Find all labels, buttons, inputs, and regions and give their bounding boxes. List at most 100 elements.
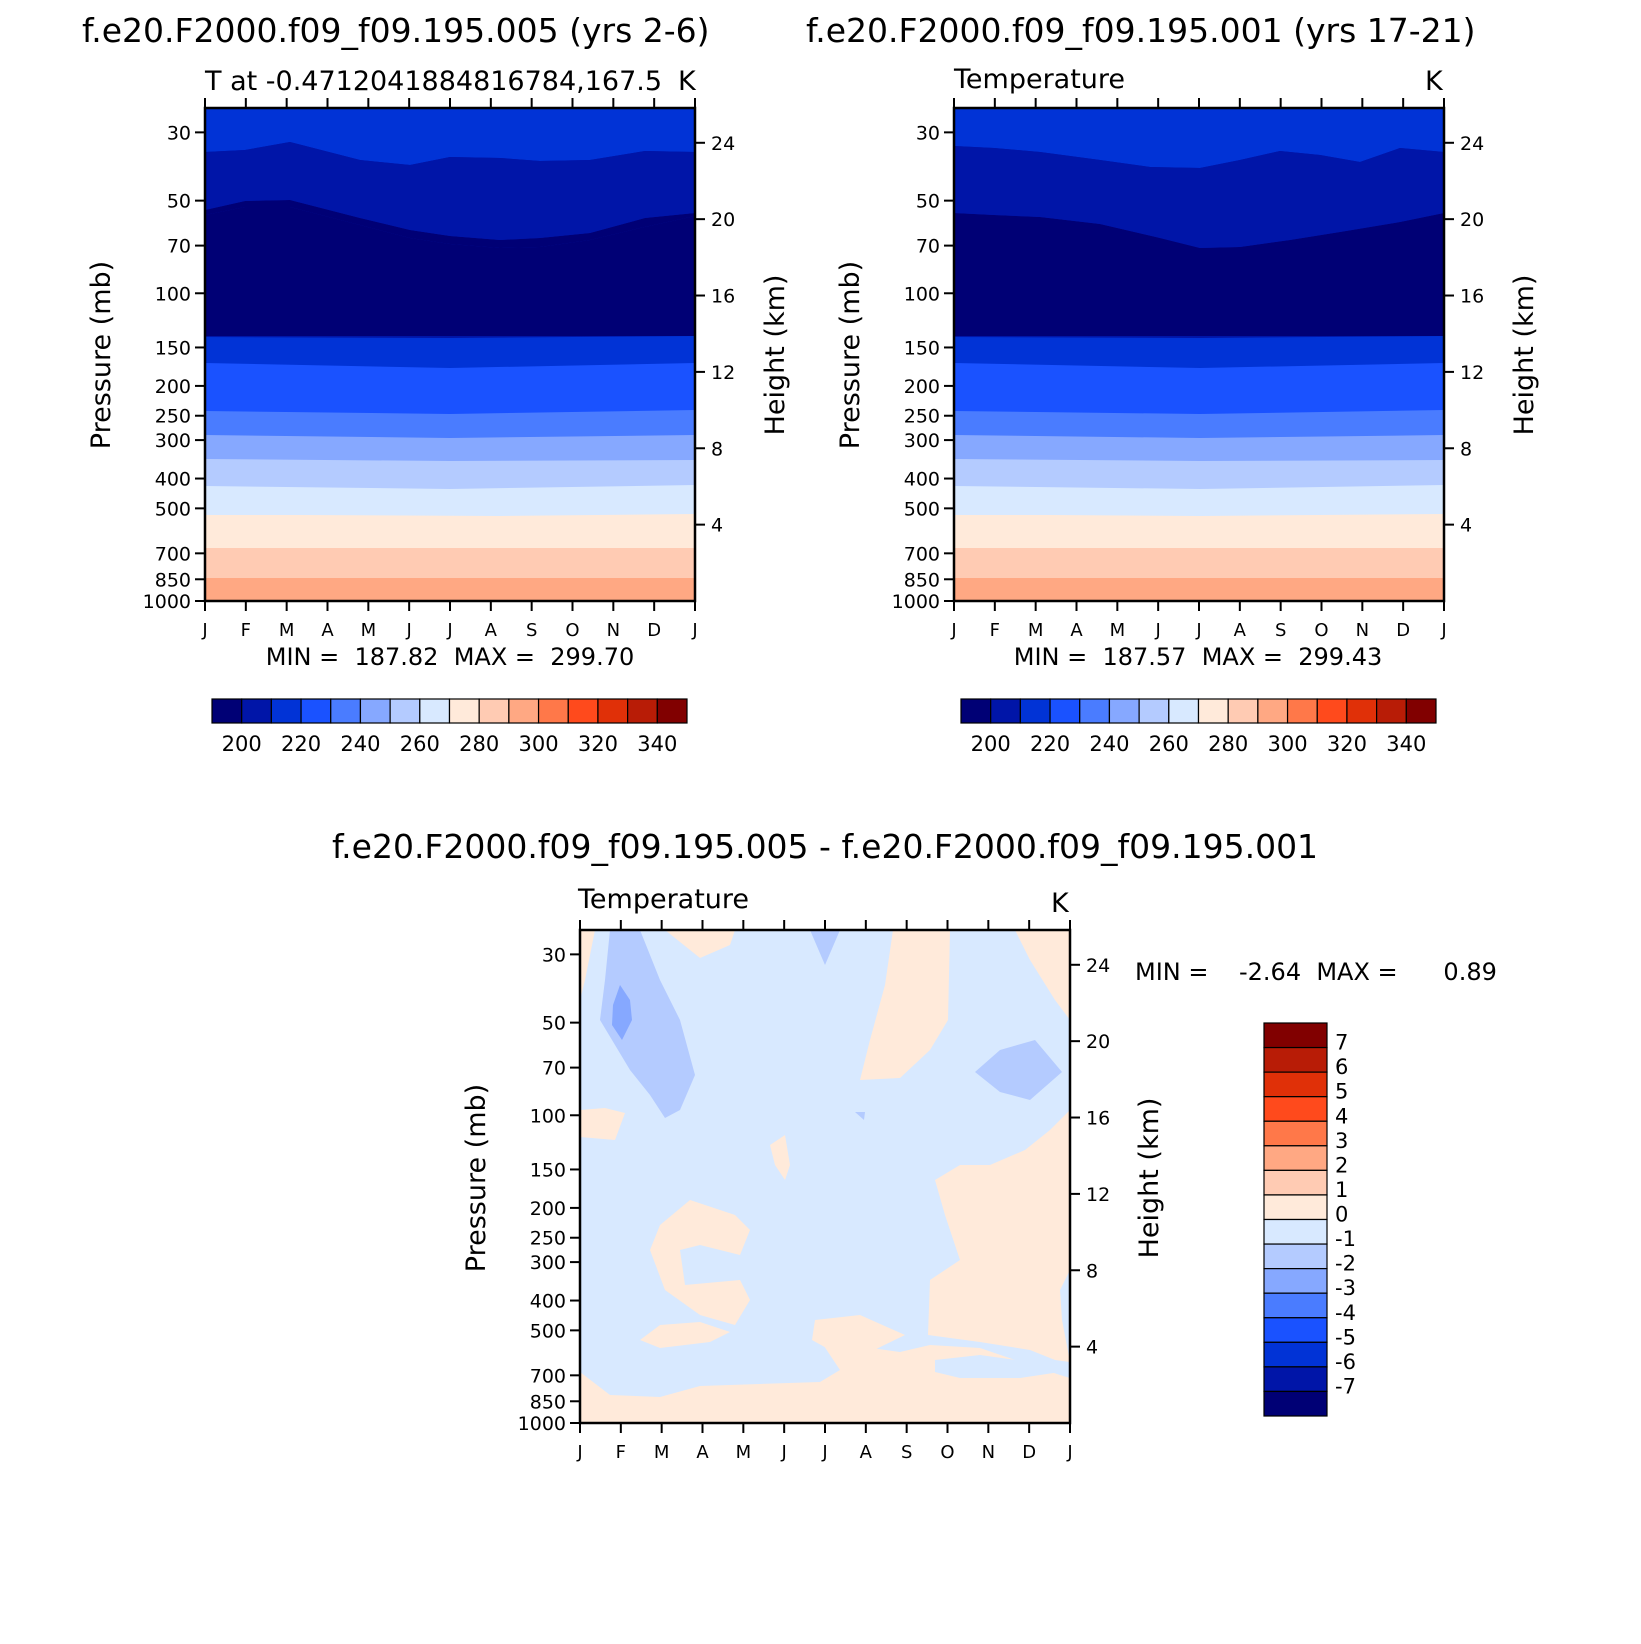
x-tick-label: M (736, 1442, 752, 1463)
colorbar-label: 300 (519, 732, 559, 756)
panel-3-ylabel: Pressure (mb) (461, 1084, 492, 1272)
colorbar-label: 240 (340, 732, 380, 756)
x-tick-label: J (1440, 620, 1446, 641)
diff-0-1-left-top (580, 930, 595, 1000)
diff-neg1-0-inset (935, 1355, 1060, 1378)
y-right-tick-label: 16 (1086, 1108, 1110, 1130)
y-right-tick-label: 20 (1086, 1031, 1110, 1053)
colorbar-swatch (1263, 1268, 1328, 1294)
y-tick-label: 70 (542, 1058, 566, 1080)
colorbar-swatch (1405, 698, 1437, 724)
y-tick-label: 1000 (518, 1413, 566, 1435)
x-tick-label: O (940, 1442, 954, 1463)
colorbar-label: 260 (1149, 732, 1189, 756)
colorbar-swatch (1263, 1022, 1328, 1049)
y-right-tick-label: 12 (711, 362, 735, 384)
x-tick-label: M (654, 1442, 670, 1463)
colorbar-label: 320 (578, 732, 618, 756)
y-right-tick-label: 20 (711, 209, 735, 231)
colorbar-label: 240 (1089, 732, 1129, 756)
colorbar-swatch (1263, 1120, 1328, 1147)
x-tick-label: D (1022, 1442, 1036, 1463)
x-tick-label: A (321, 620, 334, 641)
colorbar-swatch (1263, 1194, 1328, 1221)
y-right-tick-label: 8 (1460, 438, 1472, 460)
panel-3-ylabel-right: Height (km) (1134, 1098, 1165, 1259)
y-tick-label: 50 (916, 191, 940, 213)
y-tick-label: 200 (904, 376, 940, 398)
colorbar-swatch (567, 698, 599, 724)
x-tick-label: N (607, 620, 620, 641)
colorbar-label: 0 (1335, 1203, 1348, 1227)
y-right-tick-label: 4 (711, 515, 723, 537)
colorbar-label: 4 (1335, 1104, 1348, 1128)
panel-1-ylabel: Pressure (mb) (86, 261, 117, 449)
colorbar-swatch (211, 698, 243, 724)
colorbar-swatch (270, 698, 302, 724)
y-right-tick-label: 16 (711, 286, 735, 308)
panel-3-minmax: MIN = -2.64 MAX = 0.89 (1135, 958, 1497, 986)
x-tick-label: S (901, 1442, 912, 1463)
y-tick-label: 300 (530, 1252, 566, 1274)
diff-neg2-neg1-jul (810, 930, 840, 965)
y-tick-label: 700 (155, 543, 191, 565)
panel-2-title: f.e20.F2000.f09_f09.195.001 (yrs 17-21) (806, 11, 1476, 50)
panel-2-minmax: MIN = 187.57 MAX = 299.43 (1014, 643, 1383, 671)
panel-1-contours (205, 108, 695, 601)
y-right-tick-label: 24 (1086, 955, 1110, 977)
colorbar-swatch (1263, 1292, 1328, 1319)
x-tick-label: J (781, 1442, 787, 1463)
colorbar-swatch (1263, 1071, 1328, 1098)
x-tick-label: J (821, 1442, 827, 1463)
y-tick-label: 30 (916, 122, 940, 144)
colorbar-swatch (1316, 698, 1348, 724)
y-tick-label: 50 (542, 1013, 566, 1035)
colorbar-swatch (1263, 1366, 1328, 1393)
colorbar-swatch (1263, 1341, 1328, 1368)
band-190-200-top (205, 108, 695, 165)
panel-3: f.e20.F2000.f09_f09.195.005 - f.e20.F200… (332, 827, 1497, 1463)
x-tick-label: A (1070, 620, 1083, 641)
y-tick-label: 500 (530, 1320, 566, 1342)
colorbar-swatch (1376, 698, 1407, 724)
diff-neg2-neg1-nov (975, 1040, 1062, 1100)
x-tick-label: A (485, 620, 498, 641)
x-tick-label: O (1314, 620, 1328, 641)
panel-1: f.e20.F2000.f09_f09.195.005 (yrs 2-6) T … (82, 11, 791, 756)
diff-0-1-ne2 (1015, 930, 1070, 1020)
y-tick-label: 850 (530, 1391, 566, 1413)
colorbar-swatch (960, 698, 992, 724)
diff-0-1-ne (860, 930, 950, 1080)
y-tick-label: 300 (904, 430, 940, 452)
y-tick-label: 850 (904, 569, 940, 591)
band-200-210-upper (205, 142, 695, 240)
colorbar-label: -1 (1335, 1227, 1356, 1251)
colorbar-label: -7 (1335, 1374, 1356, 1398)
colorbar-swatch (300, 698, 332, 724)
x-tick-label: F (241, 620, 251, 641)
y-tick-label: 200 (155, 376, 191, 398)
diff-0-1-jul (770, 1135, 790, 1180)
band-190-200-lower (205, 200, 695, 248)
y-right-tick-label: 24 (1460, 133, 1484, 155)
y-tick-label: 150 (904, 337, 940, 359)
y-tick-label: 300 (155, 430, 191, 452)
colorbar-swatch (389, 698, 421, 724)
y-tick-label: 400 (904, 469, 940, 491)
colorbar-label: -3 (1335, 1276, 1356, 1300)
x-tick-label: J (576, 1442, 582, 1463)
colorbar-label: 220 (1030, 732, 1070, 756)
y-tick-label: 150 (530, 1159, 566, 1181)
x-tick-label: N (982, 1442, 995, 1463)
colorbar-label: 280 (459, 732, 499, 756)
colorbar-swatch (1257, 698, 1289, 724)
y-tick-label: 150 (155, 337, 191, 359)
colorbar-swatch (1263, 1317, 1328, 1343)
x-tick-label: J (1155, 620, 1161, 641)
y-tick-label: 50 (167, 191, 191, 213)
y-right-tick-label: 16 (1460, 286, 1484, 308)
y-tick-label: 400 (530, 1291, 566, 1313)
